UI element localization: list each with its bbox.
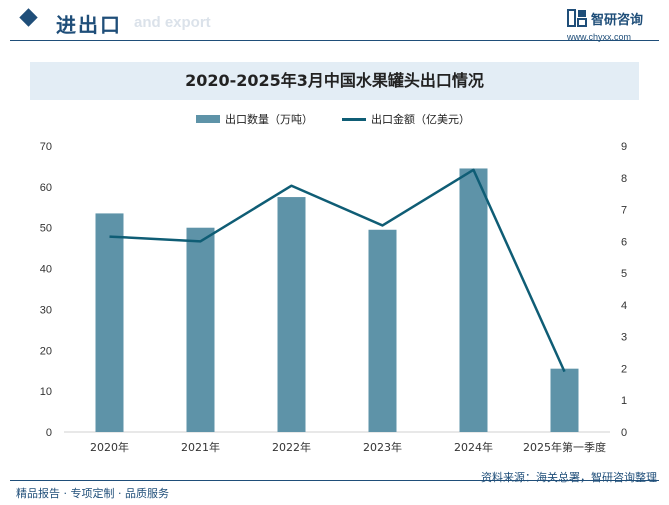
bar-quantity — [277, 197, 306, 432]
legend-bar-swatch — [196, 115, 220, 123]
legend-item-quantity: 出口数量（万吨） — [196, 111, 313, 127]
y-right-tick-label: 9 — [621, 141, 627, 153]
x-tick-label: 2024年 — [454, 440, 493, 454]
y-right-tick-label: 4 — [621, 300, 627, 312]
y-right-tick-label: 7 — [621, 205, 627, 217]
legend-line-swatch — [342, 117, 366, 121]
page-footer: 资料来源：海关总署，智研咨询整理 精品报告 · 专项定制 · 品质服务 — [0, 470, 669, 505]
logo-mark-icon — [567, 9, 587, 27]
y-left-tick-label: 0 — [46, 427, 52, 439]
x-tick-label: 2020年 — [90, 440, 129, 454]
line-amount — [109, 168, 566, 373]
y-right-tick-label: 0 — [621, 427, 627, 439]
bar-quantity — [95, 213, 124, 432]
x-tick-label: 2023年 — [363, 440, 402, 454]
section-subtitle: and export — [134, 14, 211, 31]
bar-quantity — [186, 227, 215, 432]
logo-name: 智研咨询 — [591, 13, 644, 28]
y-left-tick-label: 60 — [40, 182, 52, 194]
legend-label-amount: 出口金额（亿美元） — [371, 113, 470, 126]
legend-label-quantity: 出口数量（万吨） — [225, 113, 313, 126]
section-title: 进出口 — [56, 13, 122, 37]
logo-url: www.chyxx.com — [567, 32, 632, 42]
y-left-tick-label: 70 — [40, 141, 52, 153]
y-left-tick-label: 10 — [40, 386, 52, 398]
y-left-tick-label: 20 — [40, 345, 52, 357]
x-tick-label: 2021年 — [181, 440, 220, 454]
y-right-tick-label: 3 — [621, 332, 627, 344]
chart-canvas: 0 10 20 30 40 50 60 70 0 1 2 3 4 5 6 7 8 9 2020年 2021年 2022年… — [40, 141, 627, 454]
x-tick-label: 2025年第一季度 — [523, 440, 606, 454]
y-right-tick-label: 5 — [621, 268, 627, 280]
y-right-tick-label: 8 — [621, 173, 627, 185]
y-right-tick-label: 1 — [621, 395, 627, 407]
legend-item-amount: 出口金额（亿美元） — [342, 111, 470, 127]
brand-logo: 智研咨询 www.chyxx.com — [567, 7, 661, 42]
bar-quantity — [368, 229, 397, 432]
bar-quantity — [550, 368, 579, 432]
chart-legend: 出口数量（万吨） 出口金额（亿美元） — [0, 111, 669, 129]
bar-quantity — [459, 168, 488, 432]
footer-divider — [10, 480, 659, 481]
y-right-tick-label: 6 — [621, 236, 627, 248]
x-tick-label: 2022年 — [272, 440, 311, 454]
y-left-tick-label: 40 — [40, 264, 52, 276]
footer-tagline: 精品报告 · 专项定制 · 品质服务 — [16, 487, 169, 500]
section-header: 进出口 and export 智研咨询 www.chyxx.com — [0, 0, 669, 44]
y-left-tick-label: 50 — [40, 223, 52, 235]
y-left-tick-label: 30 — [40, 304, 52, 316]
header-divider — [10, 40, 659, 41]
y-right-tick-label: 2 — [621, 363, 627, 375]
chart-title: 2020-2025年3月中国水果罐头出口情况 — [30, 62, 639, 100]
source-note: 资料来源：海关总署，智研咨询整理 — [481, 471, 657, 484]
